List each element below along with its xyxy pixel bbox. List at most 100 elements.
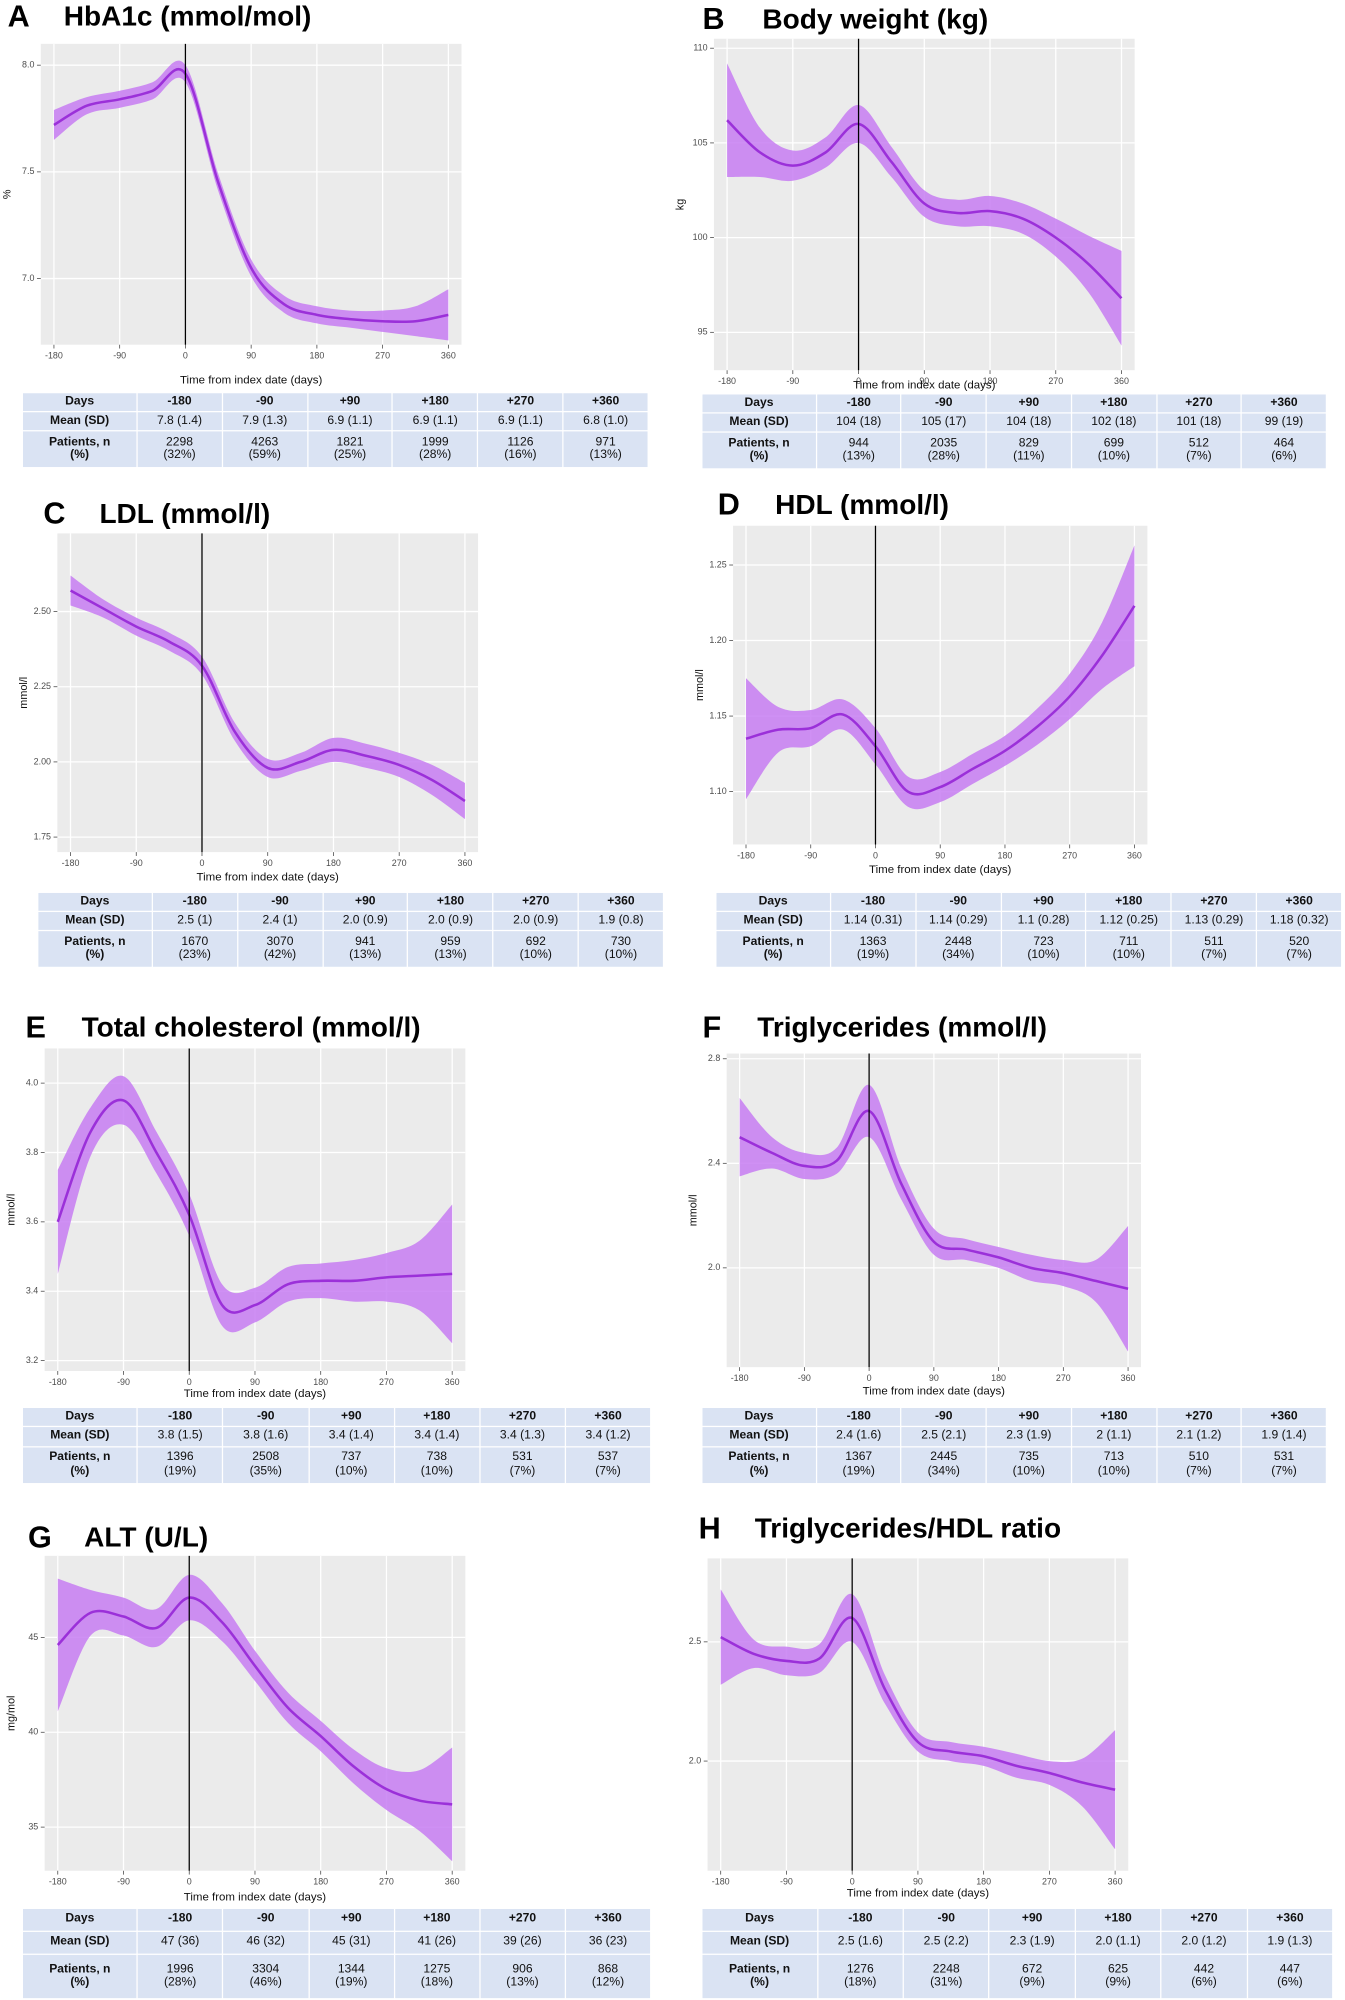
x-tick-label: 360: [1114, 376, 1129, 386]
table-cell: 45 (31): [309, 1931, 394, 1954]
y-axis-label: mmol/l: [5, 1194, 17, 1226]
table-cell: 2.5 (2.1): [901, 1427, 986, 1446]
table-cell: 520 (7%): [1257, 931, 1342, 967]
confidence-band: [70, 575, 465, 820]
x-tick-label: 360: [445, 1877, 460, 1887]
table-grid: Days -180 -90 +90 +180 +270 +360 Mean (SD) 2.5 (…: [38, 892, 663, 967]
chart-title: Triglycerides (mmol/l): [757, 1012, 1047, 1043]
x-tick-label: 180: [326, 858, 341, 868]
table-grid: Days -180 -90 +90 +180 +270 +360 Mean (SD) 7.8 (…: [22, 393, 648, 468]
y-tick-label: 1.10: [709, 786, 726, 796]
table-cell: -90: [238, 892, 323, 911]
table-cell: 464 (6%): [1242, 432, 1326, 469]
table-cell: Days: [702, 394, 816, 413]
x-tick-label: 270: [375, 351, 390, 361]
table-cell: 102 (18): [1071, 413, 1156, 432]
table-cell: 2508 (35%): [223, 1446, 308, 1484]
table-cell: 2035 (28%): [901, 432, 986, 469]
y-tick-label: 2.0: [708, 1262, 720, 1272]
table-cell: 1396 (19%): [138, 1446, 223, 1484]
y-tick-label: 3.6: [26, 1216, 38, 1226]
table-cell: Mean (SD): [22, 1931, 137, 1954]
table-cell: 906 (13%): [480, 1954, 565, 1999]
chart-title: Total cholesterol (mmol/l): [82, 1012, 421, 1043]
table-cell: +360: [565, 1908, 651, 1931]
chart-title: Body weight (kg): [762, 3, 988, 34]
x-tick-label: -90: [804, 850, 817, 860]
table-cell: 1999 (28%): [393, 431, 478, 468]
y-tick-label: 45: [28, 1632, 38, 1642]
table-cell: +90: [986, 394, 1071, 413]
table-cell: 829 (11%): [986, 432, 1071, 469]
panel-label: B: [702, 2, 724, 36]
table-cell: 2.3 (1.9): [986, 1427, 1071, 1446]
table-cell: +360: [1242, 1407, 1326, 1427]
x-axis-label: Time from index date (days): [184, 1388, 327, 1400]
x-tick-label: 0: [850, 1877, 855, 1887]
table-cell: 868 (12%): [565, 1954, 651, 1999]
table-cell: +180: [408, 892, 493, 911]
y-tick-label: 2.0: [689, 1755, 701, 1765]
table-cell: 1.14 (0.29): [916, 912, 1001, 930]
table-cell: +180: [1071, 1407, 1156, 1427]
table-cell: 941 (13%): [323, 931, 408, 967]
y-tick-label: 100: [693, 232, 708, 242]
table-cell: 2248 (31%): [903, 1954, 989, 1999]
table-cell: Patients, n (%): [22, 1954, 137, 1999]
table-cell: 2.0 (0.9): [493, 912, 578, 930]
table-cell: -90: [901, 394, 986, 413]
y-tick-label: 35: [28, 1821, 38, 1831]
table-cell: +270: [480, 1908, 565, 1931]
y-tick-label: 2.25: [34, 681, 51, 691]
table-cell: 3.4 (1.3): [480, 1427, 565, 1446]
table-cell: 1.18 (0.32): [1257, 912, 1342, 930]
y-tick-label: 2.4: [708, 1158, 720, 1168]
table-cell: +360: [1247, 1908, 1333, 1931]
y-tick-label: 1.75: [34, 831, 51, 841]
table-cell: 713 (10%): [1071, 1446, 1156, 1484]
table-cell: Patients, n (%): [38, 931, 152, 967]
x-tick-label: 0: [200, 858, 205, 868]
chart-title: Triglycerides/HDL ratio: [755, 1513, 1061, 1544]
table-cell: 2298 (32%): [137, 431, 222, 468]
confidence-band: [739, 1084, 1129, 1352]
table-cell: 101 (18): [1157, 413, 1241, 432]
table-cell: +360: [578, 892, 663, 911]
table-cell: 2448 (34%): [916, 931, 1001, 967]
table-cell: 959 (13%): [408, 931, 493, 967]
x-tick-label: -180: [49, 1877, 67, 1887]
table-cell: -90: [223, 1407, 308, 1427]
y-tick-label: 2.50: [34, 606, 51, 616]
table-cell: Mean (SD): [702, 413, 816, 432]
table-cell: 2.0 (1.2): [1161, 1931, 1247, 1954]
table-cell: 4263 (59%): [222, 431, 307, 468]
x-tick-label: 0: [867, 1373, 872, 1383]
table-cell: 699 (10%): [1071, 432, 1156, 469]
table-cell: +270: [1161, 1908, 1247, 1931]
table-cell: 2.0 (1.1): [1075, 1931, 1161, 1954]
table-cell: Mean (SD): [702, 1931, 817, 1954]
table-cell: +90: [1001, 892, 1086, 911]
x-tick-label: 90: [250, 1877, 260, 1887]
table-cell: 3070 (42%): [238, 931, 323, 967]
table-cell: -180: [816, 1407, 901, 1427]
table-cell: +90: [309, 1407, 394, 1427]
table-cell: 735 (10%): [986, 1446, 1071, 1484]
x-axis-label: Time from index date (days): [847, 1888, 990, 1900]
table-cell: +360: [565, 1407, 651, 1427]
table-cell: +180: [1071, 394, 1156, 413]
y-tick-label: 2.5: [689, 1636, 701, 1646]
table-cell: +180: [394, 1908, 480, 1931]
x-tick-label: 270: [379, 1377, 394, 1387]
table-cell: 1.9 (1.4): [1242, 1427, 1326, 1446]
x-tick-label: 0: [856, 376, 861, 386]
table-cell: 6.9 (1.1): [393, 412, 478, 431]
table-cell: 2.4 (1.6): [816, 1427, 901, 1446]
table-cell: 1.12 (0.25): [1086, 912, 1171, 930]
table-cell: 511 (7%): [1171, 931, 1256, 967]
x-tick-label: -180: [45, 351, 63, 361]
table-cell: 1276 (18%): [817, 1954, 903, 1999]
y-axis-label: mg/mol: [5, 1696, 17, 1731]
chart-title: ALT (U/L): [84, 1522, 208, 1553]
